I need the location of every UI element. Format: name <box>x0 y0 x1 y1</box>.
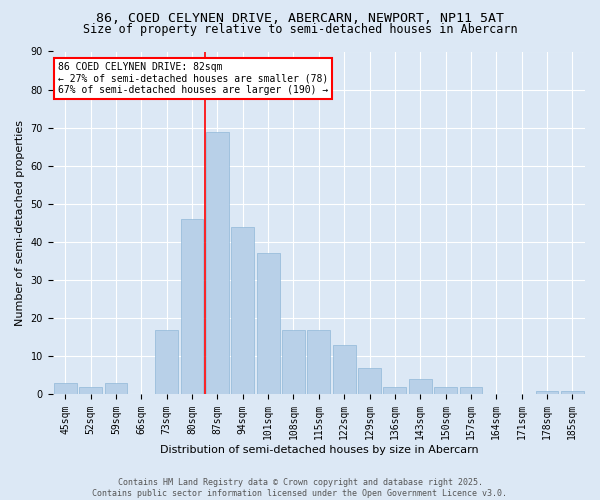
Bar <box>333 345 356 395</box>
Bar <box>206 132 229 394</box>
Bar <box>409 379 431 394</box>
Bar <box>460 387 482 394</box>
Y-axis label: Number of semi-detached properties: Number of semi-detached properties <box>15 120 25 326</box>
Bar <box>282 330 305 394</box>
Bar <box>358 368 381 394</box>
Bar <box>257 254 280 394</box>
Bar <box>155 330 178 394</box>
Bar <box>54 383 77 394</box>
X-axis label: Distribution of semi-detached houses by size in Abercarn: Distribution of semi-detached houses by … <box>160 445 478 455</box>
Text: 86, COED CELYNEN DRIVE, ABERCARN, NEWPORT, NP11 5AT: 86, COED CELYNEN DRIVE, ABERCARN, NEWPOR… <box>96 12 504 26</box>
Text: Size of property relative to semi-detached houses in Abercarn: Size of property relative to semi-detach… <box>83 22 517 36</box>
Text: 86 COED CELYNEN DRIVE: 82sqm
← 27% of semi-detached houses are smaller (78)
67% : 86 COED CELYNEN DRIVE: 82sqm ← 27% of se… <box>58 62 328 95</box>
Bar <box>181 219 203 394</box>
Bar <box>232 227 254 394</box>
Bar <box>561 390 584 394</box>
Bar <box>383 387 406 394</box>
Text: Contains HM Land Registry data © Crown copyright and database right 2025.
Contai: Contains HM Land Registry data © Crown c… <box>92 478 508 498</box>
Bar <box>536 390 559 394</box>
Bar <box>307 330 330 394</box>
Bar <box>104 383 127 394</box>
Bar <box>434 387 457 394</box>
Bar <box>79 387 102 394</box>
